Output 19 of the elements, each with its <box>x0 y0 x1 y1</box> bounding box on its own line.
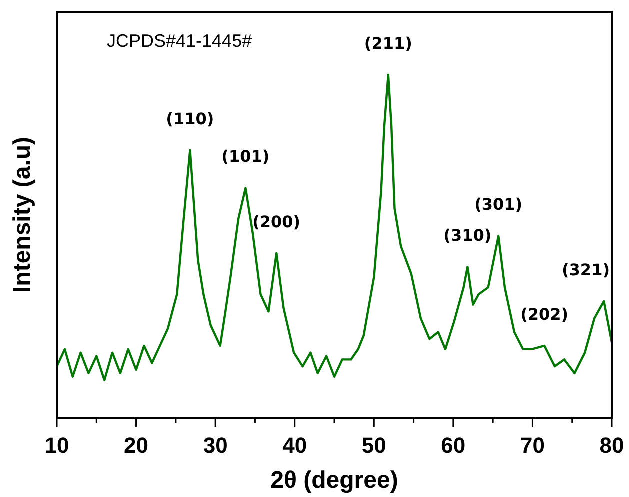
x-axis-title: 2θ (degree) <box>270 467 398 494</box>
x-tick-label: 50 <box>362 433 386 458</box>
annotation: (211) <box>364 34 412 53</box>
annotation: (310) <box>444 226 492 246</box>
y-axis-title: Intensity (a.u) <box>9 136 36 294</box>
annotation: (200) <box>252 212 301 232</box>
x-tick-label: 30 <box>203 433 228 458</box>
x-tick-label: 10 <box>44 433 70 458</box>
annotation: (321) <box>562 260 610 280</box>
annotation: (202) <box>520 304 569 324</box>
annotation: (301) <box>474 195 523 214</box>
x-tick-label: 70 <box>520 433 545 458</box>
x-tick-label: 60 <box>441 433 466 458</box>
x-tick-label: 40 <box>282 433 308 458</box>
x-tick-label: 80 <box>600 433 624 458</box>
x-tick-label: 20 <box>124 433 149 458</box>
text: JCPDS#41-1445# <box>107 31 252 51</box>
annotation: (101) <box>222 147 270 166</box>
annotation: (110) <box>166 109 214 128</box>
